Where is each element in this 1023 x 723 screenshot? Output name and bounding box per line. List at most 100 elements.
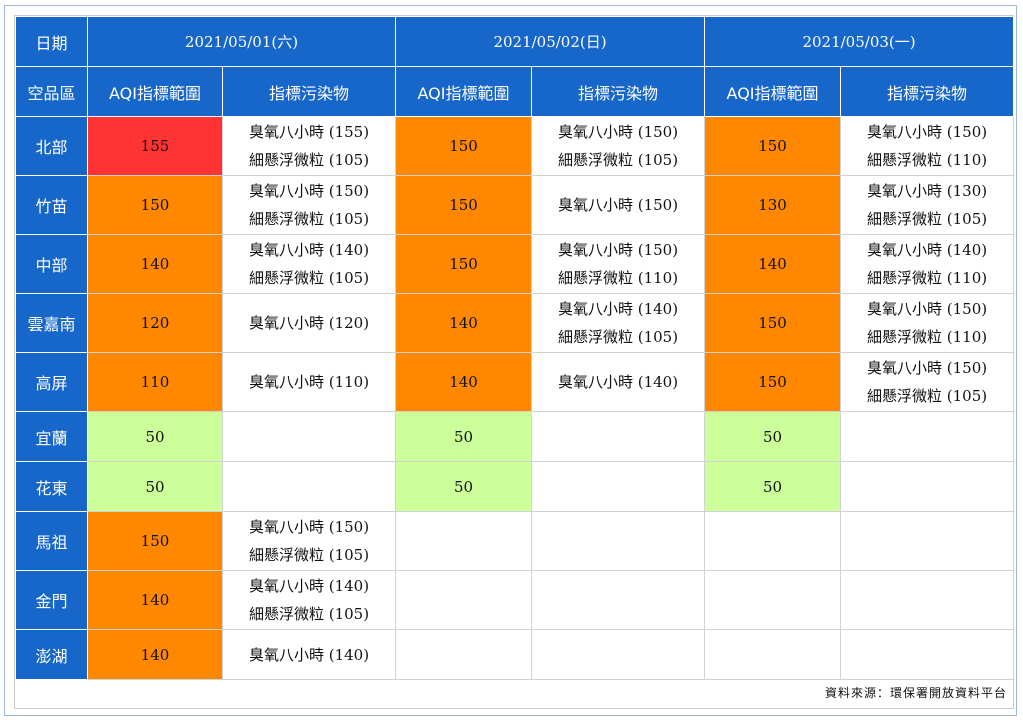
pollutant-item: 細懸浮微粒 (105) [248, 605, 370, 623]
aqi-value: 155 [87, 116, 223, 176]
region-name: 澎湖 [15, 629, 88, 680]
aqi-value: 140 [87, 629, 223, 680]
aqi-value: 50 [395, 411, 533, 462]
pollutant-cell [840, 570, 1015, 630]
aqi-value: 150 [395, 116, 533, 176]
region-name: 雲嘉南 [15, 293, 88, 353]
aqi-value: 140 [704, 234, 842, 294]
pollutant-item: 臭氧八小時 (140) [557, 373, 679, 391]
pollutant-item: 細懸浮微粒 (110) [557, 269, 679, 287]
pollutant-cell: 臭氧八小時 (150) 細懸浮微粒 (110) [531, 234, 706, 294]
pollutant-item: 臭氧八小時 (150) [557, 241, 679, 259]
region-name: 花東 [15, 461, 88, 512]
aqi-value: 140 [395, 352, 533, 412]
pollutant-item: 臭氧八小時 (150) [557, 196, 679, 214]
table-container: 日期 2021/05/01(六) 2021/05/02(日) 2021/05/0… [14, 15, 1015, 709]
pollutant-item: 細懸浮微粒 (105) [866, 387, 988, 405]
pollutant-item: 細懸浮微粒 (105) [557, 151, 679, 169]
pollutant-item: 細懸浮微粒 (105) [248, 546, 370, 564]
pollutant-item: 臭氧八小時 (140) [248, 241, 370, 259]
aqi-value [395, 629, 533, 680]
table-row: 中部 140 臭氧八小時 (140) 細懸浮微粒 (105) 150 臭氧八小時 (150… [15, 234, 1015, 294]
region-name: 宜蘭 [15, 411, 88, 462]
pollutant-item: 臭氧八小時 (150) [248, 182, 370, 200]
pollutant-item: 臭氧八小時 (140) [866, 241, 988, 259]
region-name: 竹苗 [15, 175, 88, 235]
region-name: 中部 [15, 234, 88, 294]
pollutant-item: 細懸浮微粒 (105) [248, 269, 370, 287]
pollutant-cell: 臭氧八小時 (130) 細懸浮微粒 (105) [840, 175, 1015, 235]
pollutant-cell: 臭氧八小時 (150) 細懸浮微粒 (110) [840, 293, 1015, 353]
aqi-value [704, 629, 842, 680]
region-name: 馬祖 [15, 511, 88, 571]
aqi-value: 50 [704, 411, 842, 462]
pollutant-cell: 臭氧八小時 (140) 細懸浮微粒 (105) [221, 570, 397, 630]
aqi-value: 150 [87, 175, 223, 235]
table-row: 竹苗 150 臭氧八小時 (150) 細懸浮微粒 (105) 150 臭氧八小時 (150… [15, 175, 1015, 235]
pollutant-cell [840, 411, 1015, 462]
aqi-value: 110 [87, 352, 223, 412]
pollutant-item: 細懸浮微粒 (110) [866, 328, 988, 346]
pollutant-item: 臭氧八小時 (150) [866, 300, 988, 318]
pollutant-item: 臭氧八小時 (150) [557, 123, 679, 141]
region-name: 北部 [15, 116, 88, 176]
aqi-forecast-table: 日期 2021/05/01(六) 2021/05/02(日) 2021/05/0… [15, 16, 1015, 680]
region-name: 金門 [15, 570, 88, 630]
pollutant-cell: 臭氧八小時 (140) 細懸浮微粒 (110) [840, 234, 1015, 294]
pollutant-item: 細懸浮微粒 (110) [866, 269, 988, 287]
table-row: 花東 50 50 50 [15, 461, 1015, 512]
table-row: 高屏 110 臭氧八小時 (110) 140 臭氧八小時 (140) 150 臭氧八小時 (… [15, 352, 1015, 412]
region-name: 高屏 [15, 352, 88, 412]
pollutant-cell: 臭氧八小時 (150) 細懸浮微粒 (105) [221, 511, 397, 571]
date-header-1: 2021/05/01(六) [86, 16, 397, 67]
pollutant-item: 臭氧八小時 (140) [248, 645, 370, 664]
table-row: 澎湖 140 臭氧八小時 (140) [15, 629, 1015, 680]
aqi-value [704, 511, 842, 571]
aqi-value: 150 [704, 116, 842, 176]
aqi-value: 130 [704, 175, 842, 235]
pollutant-cell [531, 461, 706, 512]
aqi-value: 140 [87, 234, 223, 294]
pollutant-cell [840, 511, 1015, 571]
pollutant-cell [531, 411, 706, 462]
aqi-value: 50 [87, 461, 223, 512]
pollutant-cell [531, 511, 706, 571]
aqi-range-header: AQI指標範圍 [87, 66, 223, 117]
aqi-value: 150 [87, 511, 223, 571]
aqi-value: 140 [395, 293, 533, 353]
aqi-value: 150 [395, 175, 533, 235]
aqi-value [395, 511, 533, 571]
aqi-value: 50 [395, 461, 533, 512]
table-row: 金門 140 臭氧八小時 (140) 細懸浮微粒 (105) [15, 570, 1015, 630]
pollutant-item: 臭氧八小時 (155) [248, 123, 370, 141]
pollutant-cell: 臭氧八小時 (155) 細懸浮微粒 (105) [221, 116, 397, 176]
pollutant-cell: 臭氧八小時 (150) 細懸浮微粒 (105) [840, 352, 1015, 412]
pollutant-cell: 臭氧八小時 (120) [221, 293, 397, 353]
pollutant-item: 細懸浮微粒 (105) [248, 210, 370, 228]
aqi-range-header: AQI指標範圍 [395, 66, 533, 117]
pollutant-cell [531, 570, 706, 630]
pollutant-cell: 臭氧八小時 (140) [531, 352, 706, 412]
pollutant-cell [840, 629, 1015, 680]
table-row: 雲嘉南 120 臭氧八小時 (120) 140 臭氧八小時 (140) 細懸浮微粒 (10… [15, 293, 1015, 353]
pollutant-item: 細懸浮微粒 (105) [248, 151, 370, 169]
pollutant-cell: 臭氧八小時 (140) 細懸浮微粒 (105) [221, 234, 397, 294]
pollutant-item: 臭氧八小時 (110) [248, 373, 370, 391]
pollutant-cell [840, 461, 1015, 512]
pollutant-item: 臭氧八小時 (130) [866, 182, 988, 200]
table-body: 北部 155 臭氧八小時 (155) 細懸浮微粒 (105) 150 臭氧八小時 (150… [15, 116, 1015, 680]
table-row: 宜蘭 50 50 50 [15, 411, 1015, 462]
pollutant-cell: 臭氧八小時 (140) 細懸浮微粒 (105) [531, 293, 706, 353]
aqi-value: 120 [87, 293, 223, 353]
pollutant-cell: 臭氧八小時 (150) 細懸浮微粒 (110) [840, 116, 1015, 176]
aqi-value: 50 [704, 461, 842, 512]
aqi-value [704, 570, 842, 630]
pollutant-item: 臭氧八小時 (150) [866, 359, 988, 377]
region-label: 空品區 [15, 66, 88, 117]
aqi-value: 150 [704, 352, 842, 412]
aqi-value: 140 [87, 570, 223, 630]
pollutant-cell [531, 629, 706, 680]
pollutant-item: 細懸浮微粒 (105) [557, 328, 679, 346]
pollutant-cell: 臭氧八小時 (110) [221, 352, 397, 412]
date-header-row: 日期 2021/05/01(六) 2021/05/02(日) 2021/05/0… [15, 16, 1015, 67]
